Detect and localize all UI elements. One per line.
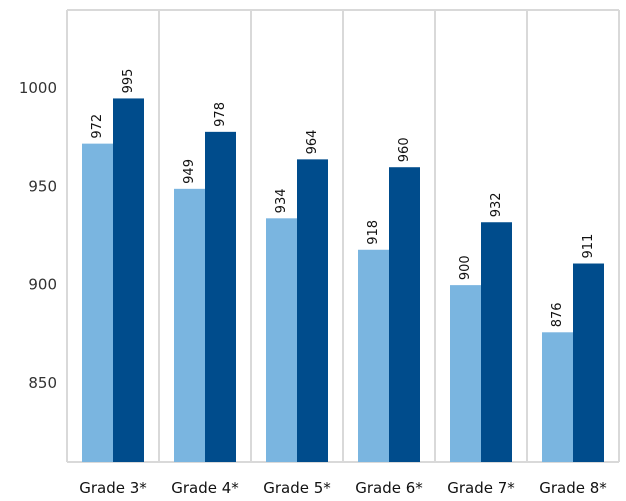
bar-grade-3-series-2	[113, 98, 144, 462]
bar-grade-5-series-1	[266, 218, 297, 462]
bar-grade-7-series-2	[481, 222, 512, 462]
data-labels: 972 995 949 978 934 964 918 960 900 932 876 911	[90, 69, 596, 328]
data-label: 995	[121, 69, 136, 94]
data-label: 949	[182, 159, 197, 184]
bar-grade-3-series-1	[82, 143, 113, 463]
x-tick-label: Grade 4*	[171, 479, 239, 497]
y-tick-label: 850	[28, 374, 57, 392]
x-tick-label: Grade 7*	[447, 479, 515, 497]
data-label: 960	[397, 137, 412, 162]
bar-grade-7-series-1	[450, 285, 481, 462]
data-label: 876	[550, 302, 565, 327]
data-label: 900	[458, 255, 473, 280]
data-label: 932	[489, 192, 504, 217]
bar-grade-6-series-1	[358, 249, 389, 462]
data-label: 934	[274, 188, 289, 213]
data-label: 918	[366, 220, 381, 245]
data-label: 964	[305, 130, 320, 155]
x-tick-label: Grade 5*	[263, 479, 331, 497]
x-tick-label: Grade 6*	[355, 479, 423, 497]
x-axis: Grade 3* Grade 4* Grade 5* Grade 6* Grade 7*…	[79, 479, 607, 497]
y-tick-label: 950	[28, 177, 57, 195]
bar-grade-5-series-2	[297, 159, 328, 463]
bar-grade-4-series-2	[205, 131, 236, 462]
y-axis: 850 900 950 1000	[19, 79, 57, 392]
x-tick-label: Grade 3*	[79, 479, 147, 497]
bar-grade-8-series-1	[542, 332, 573, 462]
y-tick-label: 900	[28, 276, 57, 294]
bars	[82, 98, 604, 463]
data-label: 911	[581, 234, 596, 259]
bar-grade-8-series-2	[573, 263, 604, 462]
bar-grade-6-series-2	[389, 167, 420, 462]
y-tick-label: 1000	[19, 79, 57, 97]
bar-grade-4-series-1	[174, 188, 205, 462]
data-label: 978	[213, 102, 228, 127]
data-label: 972	[90, 114, 105, 139]
panel-borders	[66, 9, 620, 463]
x-tick-label: Grade 8*	[539, 479, 607, 497]
